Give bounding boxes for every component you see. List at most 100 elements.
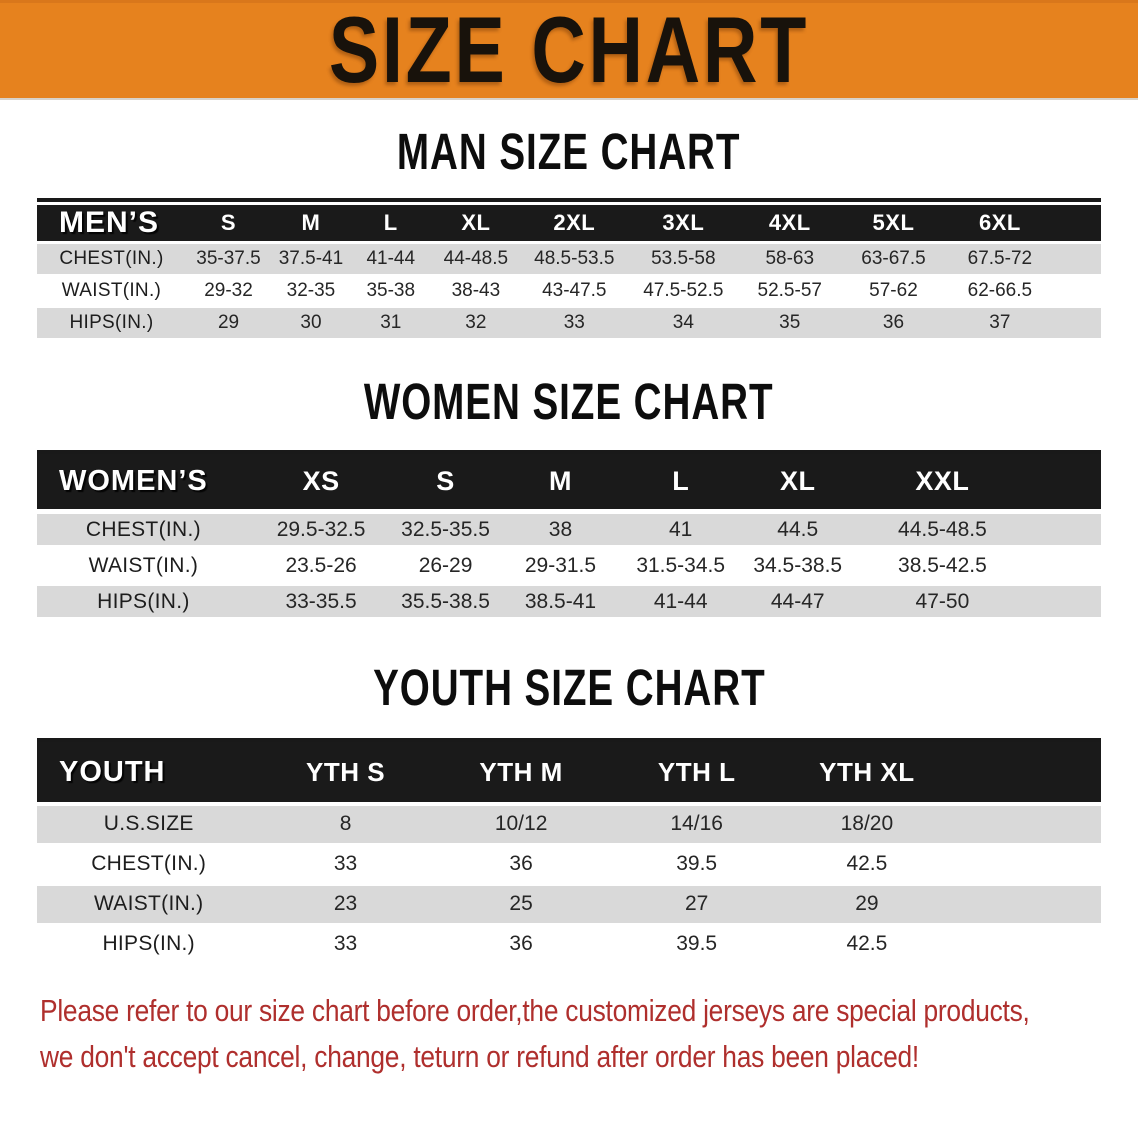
table-header-row: YOUTH YTH S YTH M YTH L YTH XL	[37, 742, 1101, 806]
size-value: 29	[185, 306, 272, 340]
banner-title: SIZE CHART	[328, 0, 810, 102]
size-value: 38-43	[430, 274, 522, 308]
spacer-cell	[1028, 547, 1101, 586]
size-value: 44.5	[739, 511, 857, 550]
size-value: 29.5-32.5	[249, 511, 393, 550]
size-value: 38.5-41	[498, 583, 623, 622]
disclaimer-line-2: we don't accept cancel, change, teturn o…	[40, 1038, 919, 1074]
disclaimer: Please refer to our size chart before or…	[40, 988, 1138, 1080]
size-value: 44-48.5	[430, 242, 522, 276]
size-value: 37.5-41	[271, 242, 351, 276]
size-column-header: YTH L	[611, 742, 782, 806]
spacer-cell	[1053, 242, 1101, 276]
table-row: WAIST(IN.) 23.5-26 26-29 29-31.5 31.5-34.5 34…	[37, 547, 1101, 586]
size-value: 36	[430, 924, 612, 966]
size-value: 42.5	[781, 844, 953, 886]
table-header-row: MEN’S S M L XL 2XL 3XL 4XL 5XL 6XL	[37, 205, 1101, 244]
row-label: U.S.SIZE	[37, 804, 261, 846]
size-value: 41-44	[622, 583, 740, 622]
spacer-cell	[952, 804, 1101, 846]
size-column-header: XL	[739, 453, 857, 514]
size-value: 25	[430, 884, 612, 926]
size-value: 32.5-35.5	[392, 511, 499, 550]
row-label: CHEST(IN.)	[37, 844, 261, 886]
size-value: 23.5-26	[249, 547, 393, 586]
row-label: WAIST(IN.)	[37, 274, 186, 308]
men-size-section: MAN SIZE CHART MEN’S S M L XL 2XL 3XL 4XL 5XL 6XL C…	[0, 123, 1138, 340]
size-value: 36	[430, 844, 612, 886]
size-value: 33	[260, 924, 431, 966]
disclaimer-line-1: Please refer to our size chart before or…	[40, 992, 1030, 1028]
size-value: 33-35.5	[249, 583, 393, 622]
size-value: 47.5-52.5	[627, 274, 740, 308]
table-row: CHEST(IN.) 33 36 39.5 42.5	[37, 844, 1101, 886]
size-column-header: M	[271, 205, 351, 244]
size-value: 67.5-72	[946, 242, 1054, 276]
size-value: 39.5	[611, 924, 782, 966]
size-value: 27	[611, 884, 782, 926]
size-value: 31.5-34.5	[622, 547, 740, 586]
chart-heading-text: YOUTH SIZE CHART	[372, 658, 766, 717]
banner: SIZE CHART	[0, 0, 1138, 102]
size-value: 52.5-57	[739, 274, 841, 308]
youth-size-section: YOUTH SIZE CHART YOUTH YTH S YTH M YTH L YTH …	[0, 659, 1138, 966]
women-table-wrap: WOMEN’S XS S M L XL XXL CHEST(IN.) 29.5-32.5 32.5…	[37, 449, 1101, 622]
size-value: 32-35	[271, 274, 351, 308]
chart-heading-text: WOMEN SIZE CHART	[364, 372, 774, 430]
group-label: MEN’S	[37, 205, 186, 244]
size-value: 30	[271, 306, 351, 340]
size-value: 42.5	[781, 924, 953, 966]
row-label: WAIST(IN.)	[37, 884, 261, 926]
size-column-header: XL	[430, 205, 522, 244]
sections: MAN SIZE CHART MEN’S S M L XL 2XL 3XL 4XL 5XL 6XL C…	[0, 123, 1138, 966]
size-column-header: L	[350, 205, 431, 244]
size-value: 34.5-38.5	[739, 547, 857, 586]
size-column-header: YTH M	[430, 742, 612, 806]
size-value: 48.5-53.5	[521, 242, 628, 276]
group-label: WOMEN’S	[37, 453, 250, 514]
size-value: 39.5	[611, 844, 782, 886]
size-value: 36	[840, 306, 947, 340]
men-chart-heading: MAN SIZE CHART	[0, 123, 1138, 180]
row-label: HIPS(IN.)	[37, 924, 261, 966]
size-value: 38.5-42.5	[856, 547, 1029, 586]
size-value: 53.5-58	[627, 242, 740, 276]
size-value: 37	[946, 306, 1054, 340]
table-row: WAIST(IN.) 29-32 32-35 35-38 38-43 43-47.5 47.…	[37, 274, 1101, 308]
size-column-header: XS	[249, 453, 393, 514]
size-value: 29	[781, 884, 953, 926]
size-value: 35-37.5	[185, 242, 272, 276]
size-value: 26-29	[392, 547, 499, 586]
size-value: 41-44	[350, 242, 431, 276]
table-row: CHEST(IN.) 35-37.5 37.5-41 41-44 44-48.5 48.5…	[37, 242, 1101, 276]
size-value: 10/12	[430, 804, 612, 846]
size-value: 29-31.5	[498, 547, 623, 586]
spacer-cell	[1053, 274, 1101, 308]
size-column-header: 6XL	[946, 205, 1054, 244]
size-value: 33	[521, 306, 628, 340]
size-column-header: YTH S	[260, 742, 431, 806]
size-value: 14/16	[611, 804, 782, 846]
spacer-cell	[952, 844, 1101, 886]
size-value: 35-38	[350, 274, 431, 308]
size-value: 43-47.5	[521, 274, 628, 308]
spacer-cell	[1053, 205, 1101, 244]
size-value: 62-66.5	[946, 274, 1054, 308]
table-row: WAIST(IN.) 23 25 27 29	[37, 884, 1101, 926]
table-header-row: WOMEN’S XS S M L XL XXL	[37, 453, 1101, 514]
spacer-cell	[952, 924, 1101, 966]
spacer-cell	[1028, 583, 1101, 622]
youth-chart-heading: YOUTH SIZE CHART	[0, 659, 1138, 716]
youth-table-wrap: YOUTH YTH S YTH M YTH L YTH XL U.S.SIZE 8 10/12…	[37, 738, 1101, 966]
size-column-header: M	[498, 453, 623, 514]
row-label: HIPS(IN.)	[37, 306, 186, 340]
table-row: U.S.SIZE 8 10/12 14/16 18/20	[37, 804, 1101, 846]
size-value: 23	[260, 884, 431, 926]
men-size-table: MEN’S S M L XL 2XL 3XL 4XL 5XL 6XL CHEST(IN.) 35-37…	[37, 205, 1101, 340]
spacer-cell	[1053, 306, 1101, 340]
size-value: 35	[739, 306, 841, 340]
size-value: 47-50	[856, 583, 1029, 622]
size-column-header: XXL	[856, 453, 1029, 514]
size-chart-page: SIZE CHART MAN SIZE CHART MEN’S S M L XL 2XL 3X…	[0, 0, 1138, 1080]
size-column-header: 5XL	[840, 205, 947, 244]
